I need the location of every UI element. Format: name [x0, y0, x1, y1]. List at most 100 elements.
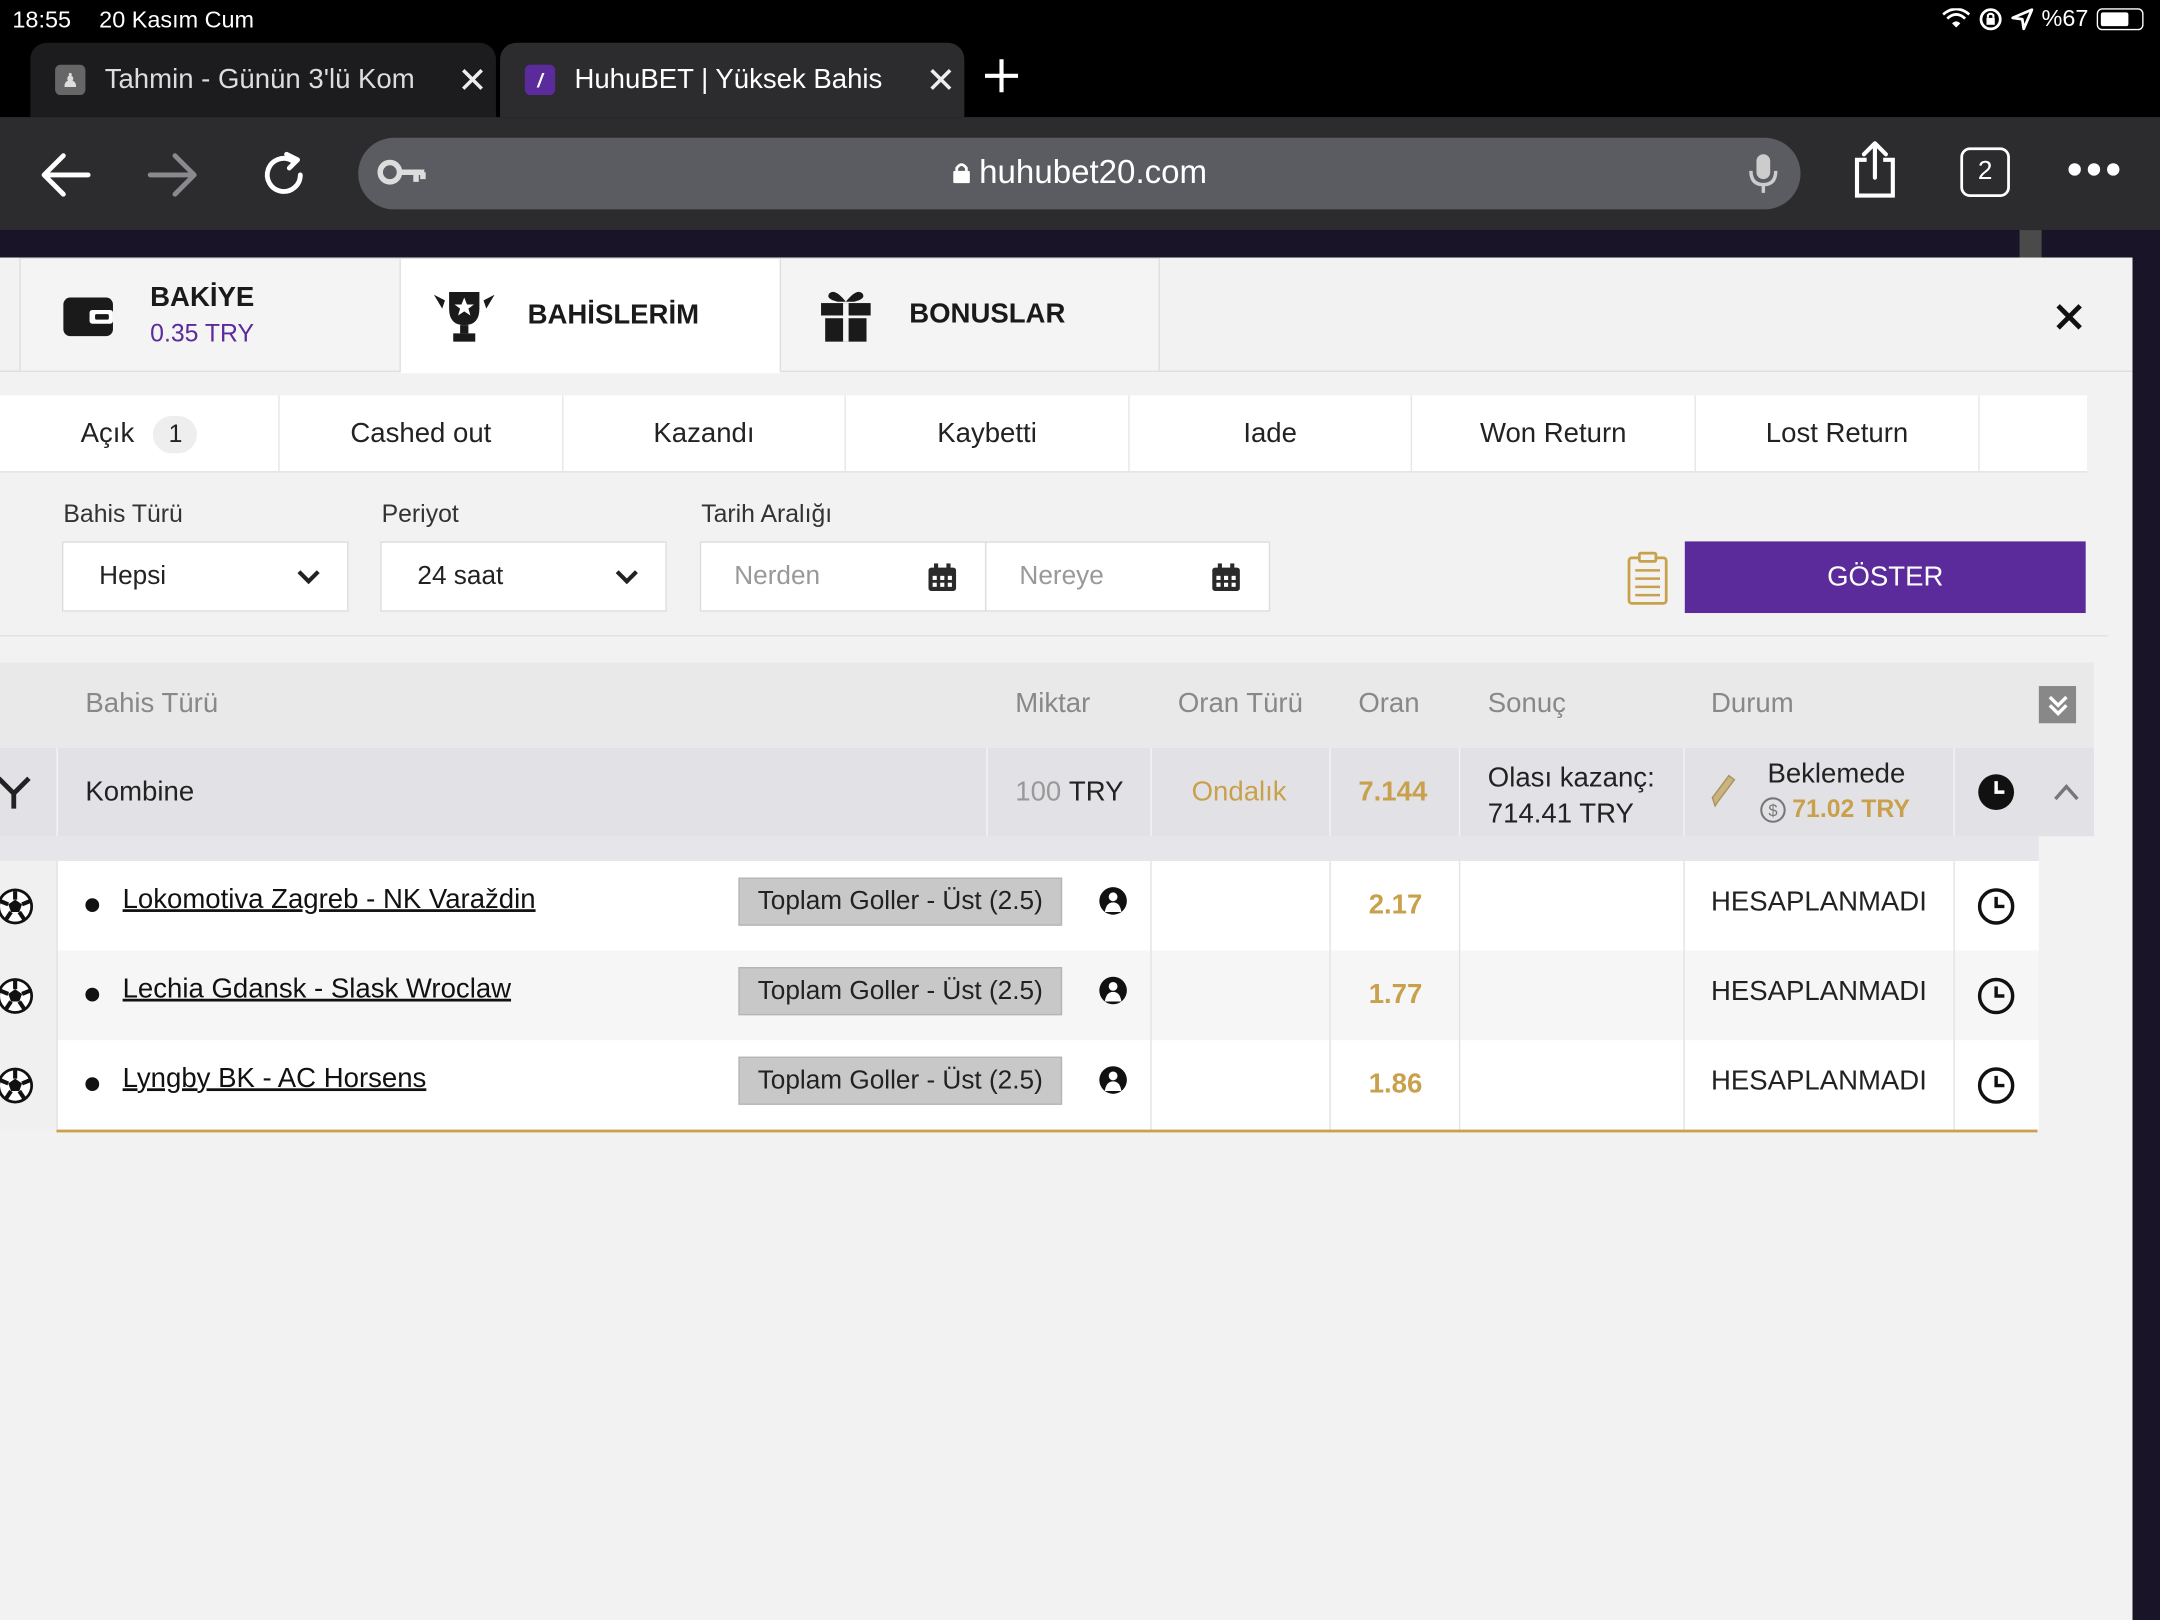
bet-divider [56, 1129, 2038, 1133]
bet-row[interactable]: Kombine 100 TRY Ondalık 7.144 Olası kaza… [0, 748, 2094, 837]
balance-value: 0.35 TRY [150, 318, 255, 347]
calendar-icon[interactable] [927, 562, 957, 592]
address-bar[interactable]: huhubet20.com [358, 137, 1801, 210]
clock-icon [1977, 888, 2015, 925]
match-link[interactable]: Lyngby BK - AC Horsens [122, 1063, 427, 1094]
sport-cell [0, 1040, 57, 1130]
match-link[interactable]: Lechia Gdansk - Slask Wroclaw [122, 973, 512, 1005]
location-icon [2011, 8, 2034, 31]
trophy-icon [433, 291, 495, 341]
header-bet-type: Bahis Türü [85, 688, 219, 720]
sport-cell [0, 950, 57, 1041]
match-link[interactable]: Lokomotiva Zagreb - NK Varaždin [122, 884, 536, 915]
selection-row[interactable]: Lyngby BK - AC Horsens Toplam Goller - Ü… [0, 1040, 2039, 1130]
forward-icon[interactable] [146, 147, 201, 202]
selection-status: HESAPLANMADI [1710, 1066, 1927, 1097]
filters-bar: Bahis Türü Hepsi Periyot 24 saat Tarih A… [0, 473, 2108, 637]
date-from-input[interactable]: Nerden [699, 541, 987, 612]
bonuses-tab[interactable]: BONUSLAR [779, 257, 1160, 372]
share-icon[interactable] [1847, 141, 1902, 198]
pencil-icon[interactable] [1710, 773, 1738, 809]
user-info-icon[interactable] [1098, 1065, 1128, 1095]
selection-odds: 1.77 [1368, 979, 1423, 1010]
chevron-down-icon [297, 570, 320, 585]
bonuses-label: BONUSLAR [909, 298, 1066, 330]
status-icons: %67 [1942, 5, 2144, 34]
page-right-edge [2132, 257, 2160, 1620]
bet-type: Kombine [85, 776, 195, 807]
reload-icon[interactable] [256, 147, 311, 202]
scrollbar-thumb[interactable] [2019, 230, 2042, 258]
selection-row[interactable]: Lechia Gdansk - Slask Wroclaw Toplam Gol… [0, 950, 2039, 1041]
more-options-icon[interactable] [2066, 142, 2121, 189]
market-badge: Toplam Goller - Üst (2.5) [738, 967, 1063, 1016]
back-icon[interactable] [37, 147, 92, 202]
battery-icon [2096, 8, 2144, 31]
tab-lost-return[interactable]: Lost Return [1696, 395, 1980, 473]
user-info-icon[interactable] [1098, 975, 1128, 1005]
list-bullet [85, 898, 100, 912]
bet-odds: 7.144 [1358, 776, 1428, 807]
gift-icon [821, 291, 871, 341]
tab-count-button[interactable]: 2 [1960, 147, 2010, 197]
key-icon[interactable] [377, 154, 427, 190]
bet-amount: 100 TRY [1015, 776, 1124, 807]
person-favicon-icon: ♟ [55, 64, 86, 96]
coin-icon: $ [1760, 796, 1786, 823]
close-tab-icon[interactable]: ✕ [457, 58, 488, 100]
soccer-ball-icon [0, 978, 34, 1014]
selections-list: Lokomotiva Zagreb - NK Varaždin Toplam G… [0, 836, 2039, 1130]
browser-tab-2[interactable]: / HuhuBET | Yüksek Bahis ✕ [500, 42, 965, 118]
chevron-up-icon[interactable] [2053, 782, 2081, 801]
page-header-strip [0, 230, 2160, 258]
new-tab-icon[interactable] [981, 55, 1022, 109]
balance-tab[interactable]: BAKİYE 0.35 TRY [19, 257, 401, 372]
date-to-input[interactable]: Nereye [984, 541, 1271, 612]
bet-status-tabs: Açık 1 Cashed out Kazandı Kaybetti Iade W… [0, 395, 2088, 473]
bet-type-label: Bahis Türü [63, 500, 183, 528]
selection-odds: 2.17 [1368, 889, 1423, 921]
browser-tab-1[interactable]: ♟ Tahmin - Günün 3'lü Kom ✕ [30, 42, 496, 118]
browser-toolbar: huhubet20.com 2 [0, 117, 2160, 231]
show-button[interactable]: GÖSTER [1684, 541, 2086, 614]
tab-refund[interactable]: Iade [1130, 395, 1413, 473]
bet-type-select[interactable]: Hepsi [61, 541, 349, 612]
tab-open[interactable]: Açık 1 [0, 395, 280, 473]
header-odds-type: Oran Türü [1177, 688, 1303, 720]
selection-row[interactable]: Lokomotiva Zagreb - NK Varaždin Toplam G… [0, 861, 2039, 951]
tab-lost[interactable]: Kaybetti [846, 395, 1130, 473]
battery-percent: %67 [2041, 5, 2089, 32]
clipboard-icon[interactable] [1627, 551, 1668, 606]
combo-split-icon [0, 776, 31, 809]
microphone-icon[interactable] [1748, 152, 1778, 196]
header-status: Durum [1710, 688, 1794, 720]
orientation-lock-icon [1979, 8, 2002, 31]
period-select[interactable]: 24 saat [380, 541, 667, 612]
open-count-badge: 1 [153, 415, 198, 453]
close-icon[interactable] [2055, 291, 2083, 342]
status-bar: 18:55 20 Kasım Cum %67 [0, 0, 2160, 41]
status-date: 20 Kasım Cum [99, 6, 255, 34]
header-result: Sonuç [1487, 688, 1566, 720]
url-text[interactable]: huhubet20.com [358, 154, 1800, 193]
header-odds: Oran [1358, 688, 1420, 720]
double-chevron-down-icon [2047, 695, 2067, 716]
user-info-icon[interactable] [1098, 886, 1128, 916]
bet-status: Beklemede [1767, 759, 1906, 790]
account-nav: BAKİYE 0.35 TRY BAHİSLERİM BONUSLAR [0, 257, 2133, 374]
list-bullet [85, 987, 100, 1002]
selection-status: HESAPLANMADI [1710, 887, 1927, 918]
close-tab-icon[interactable]: ✕ [925, 58, 956, 100]
bet-odds-type: Ondalık [1191, 776, 1287, 807]
tab-won[interactable]: Kazandı [563, 395, 846, 473]
cashout-amount[interactable]: $ 71.02 TRY [1759, 795, 1910, 824]
soccer-ball-icon [0, 1067, 34, 1104]
tab-won-return[interactable]: Won Return [1412, 395, 1696, 473]
calendar-icon[interactable] [1211, 562, 1241, 592]
tab-title: HuhuBET | Yüksek Bahis [574, 64, 883, 95]
list-bullet [85, 1077, 100, 1092]
my-bets-tab[interactable]: BAHİSLERİM [400, 257, 780, 374]
tab-cashed-out[interactable]: Cashed out [280, 395, 564, 473]
balance-label: BAKİYE [150, 281, 255, 313]
expand-all-button[interactable] [2038, 686, 2077, 724]
